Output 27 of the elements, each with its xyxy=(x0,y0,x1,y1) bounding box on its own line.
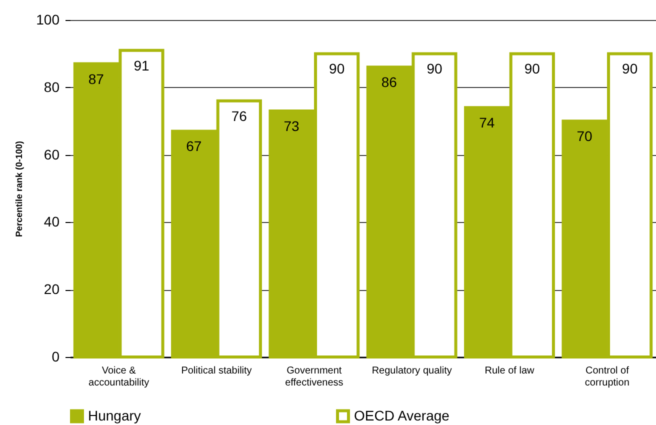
data-label: 90 xyxy=(329,60,345,77)
data-label: 70 xyxy=(576,128,593,144)
y-tick-label: 20 xyxy=(44,281,60,298)
legend-label: Hungary xyxy=(88,407,141,424)
data-label: 76 xyxy=(231,108,248,124)
x-tick-label: Regulatory quality xyxy=(372,366,452,376)
x-tick-label: Voice & accountability xyxy=(88,366,150,388)
data-label: 74 xyxy=(479,114,495,131)
data-label: 90 xyxy=(524,60,540,77)
x-tick-label: Rule of law xyxy=(484,366,536,376)
data-label: 67 xyxy=(186,138,202,154)
y-tick-label: 100 xyxy=(36,12,60,28)
data-label: 73 xyxy=(284,118,300,134)
data-label: 87 xyxy=(88,70,104,87)
legend-label: OECD Average xyxy=(354,407,450,424)
x-tick-label: Control of corruption xyxy=(584,366,630,388)
y-tick-label: 60 xyxy=(44,146,60,162)
data-label: 90 xyxy=(426,60,442,77)
data-label: 91 xyxy=(134,57,150,74)
x-tick-label: Political stability xyxy=(181,366,252,376)
y-tick-label: 80 xyxy=(44,78,60,95)
data-label: 90 xyxy=(622,60,638,77)
y-tick-label: 0 xyxy=(52,348,60,364)
data-label: 86 xyxy=(381,74,398,90)
y-axis-title: Percentile rank (0-100) xyxy=(14,140,24,238)
y-tick-label: 40 xyxy=(44,214,60,230)
x-tick-label: Government effectiveness xyxy=(285,366,344,388)
